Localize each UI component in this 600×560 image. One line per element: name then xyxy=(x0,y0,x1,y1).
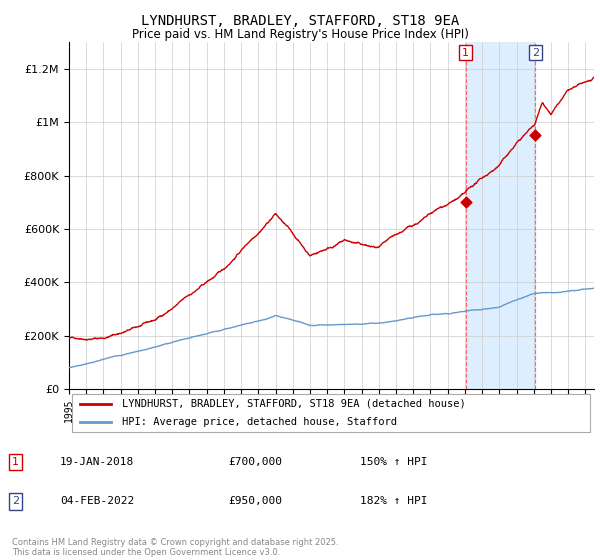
Text: 04-FEB-2022: 04-FEB-2022 xyxy=(60,496,134,506)
Text: 182% ↑ HPI: 182% ↑ HPI xyxy=(360,496,427,506)
Point xyxy=(530,131,540,140)
Text: HPI: Average price, detached house, Stafford: HPI: Average price, detached house, Staf… xyxy=(121,417,397,427)
Text: LYNDHURST, BRADLEY, STAFFORD, ST18 9EA: LYNDHURST, BRADLEY, STAFFORD, ST18 9EA xyxy=(141,14,459,28)
Text: 2: 2 xyxy=(12,496,19,506)
Text: Contains HM Land Registry data © Crown copyright and database right 2025.
This d: Contains HM Land Registry data © Crown c… xyxy=(12,538,338,557)
Bar xyxy=(466,42,535,389)
Text: Price paid vs. HM Land Registry's House Price Index (HPI): Price paid vs. HM Land Registry's House … xyxy=(131,28,469,41)
Text: 150% ↑ HPI: 150% ↑ HPI xyxy=(360,457,427,467)
Text: £700,000: £700,000 xyxy=(228,457,282,467)
Text: 1: 1 xyxy=(12,457,19,467)
Text: 19-JAN-2018: 19-JAN-2018 xyxy=(60,457,134,467)
Text: 2: 2 xyxy=(532,48,539,58)
Text: 1: 1 xyxy=(462,48,469,58)
Text: LYNDHURST, BRADLEY, STAFFORD, ST18 9EA (detached house): LYNDHURST, BRADLEY, STAFFORD, ST18 9EA (… xyxy=(121,399,465,409)
FancyBboxPatch shape xyxy=(71,394,590,432)
Text: £950,000: £950,000 xyxy=(228,496,282,506)
Point xyxy=(461,198,470,207)
